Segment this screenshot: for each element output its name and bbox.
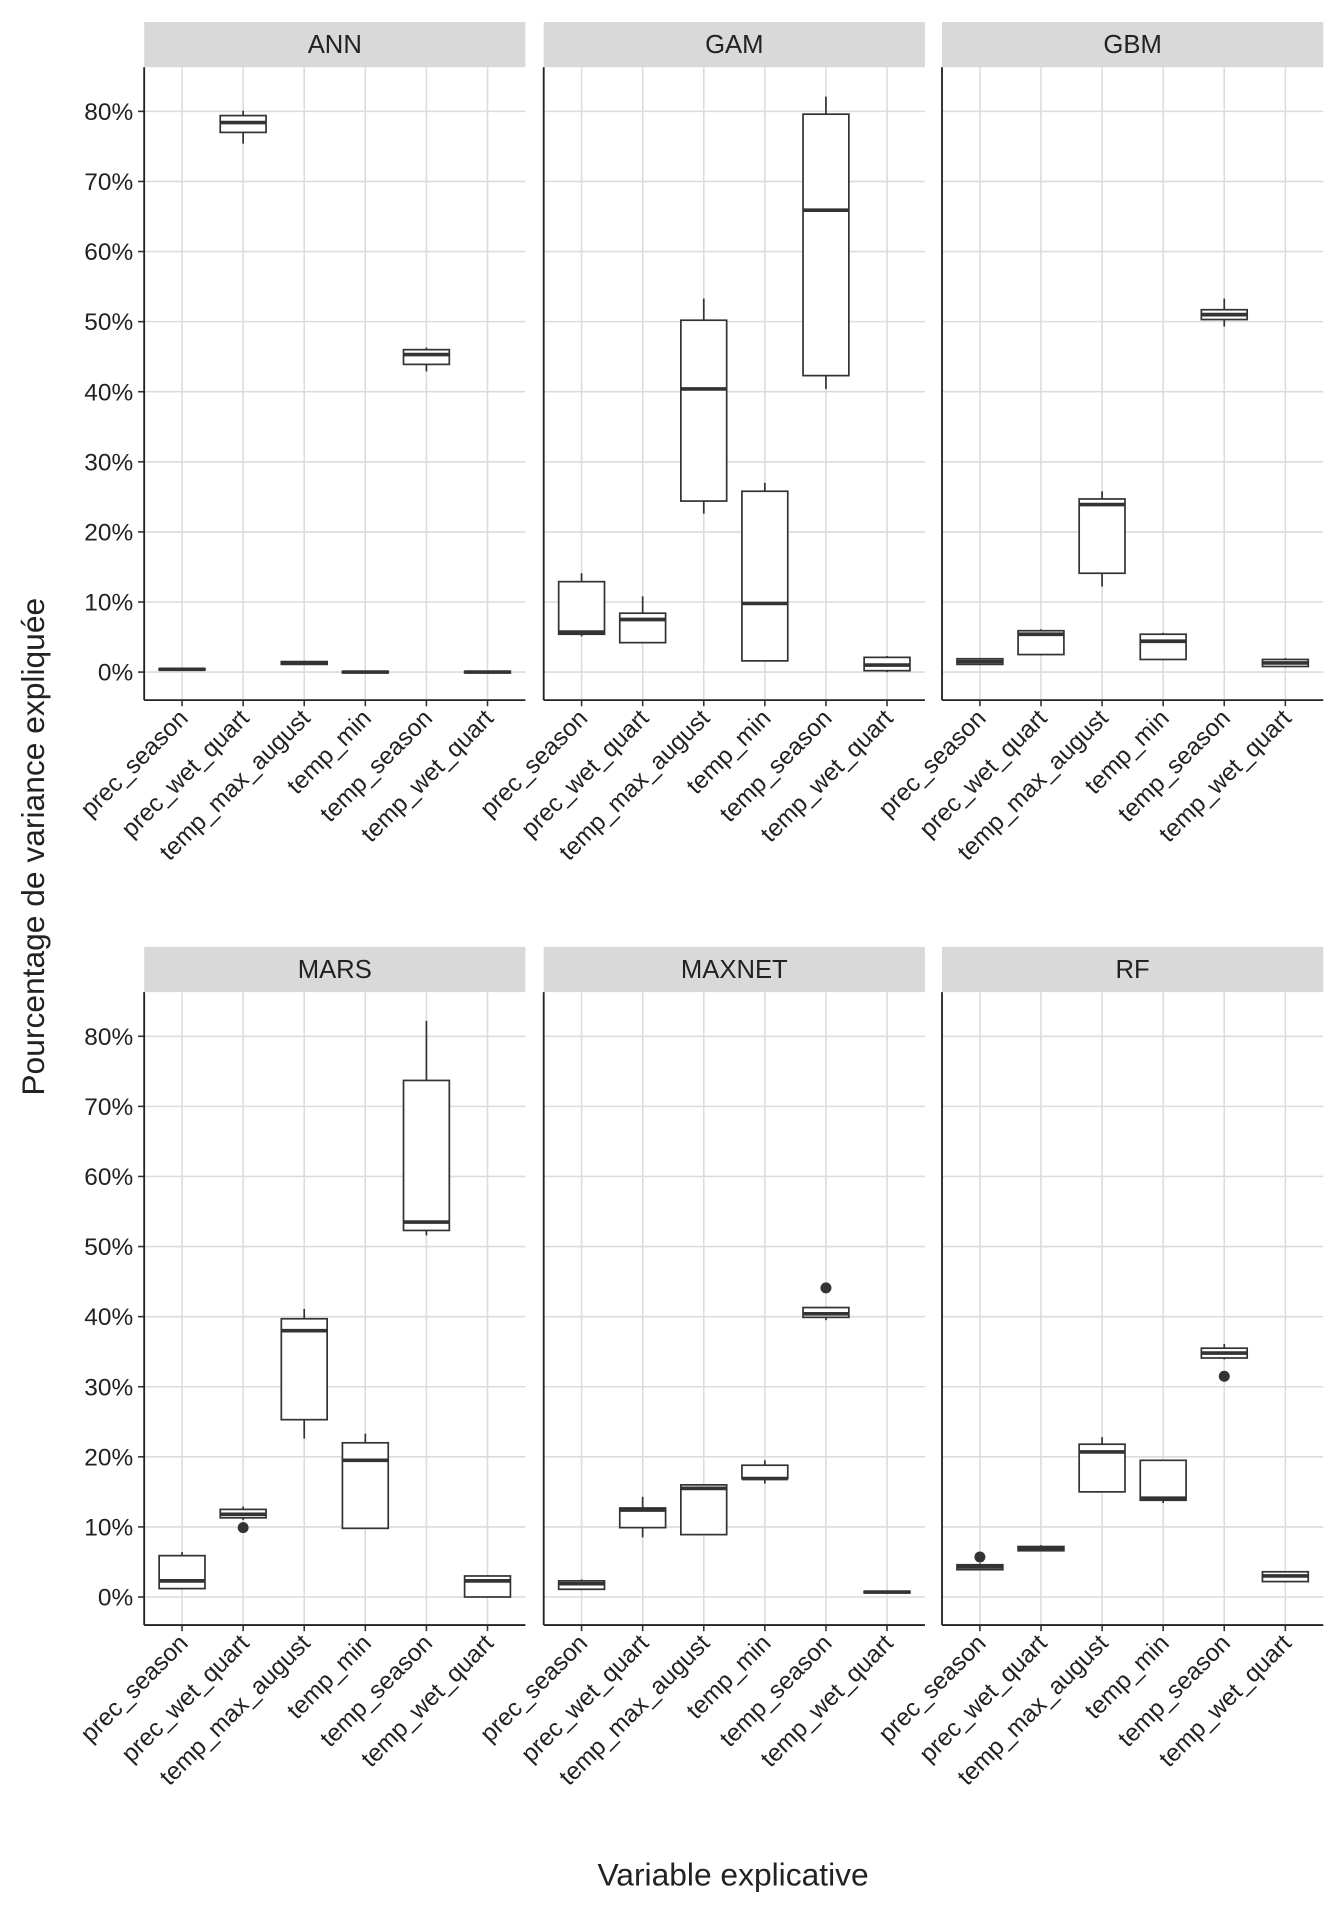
strip: [144, 22, 526, 68]
box: [1139, 1459, 1187, 1502]
y-tick-label: 0%: [98, 660, 133, 687]
box: [680, 1484, 728, 1536]
y-tick-label: 10%: [84, 1514, 133, 1541]
x-axis-label: Variable explicative: [597, 1856, 868, 1892]
strip-label: MAXNET: [681, 956, 788, 984]
outlier: [237, 1522, 249, 1534]
y-tick-label: 70%: [84, 169, 133, 196]
strip-label: MARS: [298, 956, 372, 984]
outlier: [820, 1282, 832, 1294]
strip: [543, 946, 925, 993]
y-tick-label: 70%: [84, 1094, 133, 1121]
outlier: [974, 1551, 986, 1563]
outlier: [1218, 1370, 1230, 1382]
y-tick-label: 40%: [84, 1304, 133, 1331]
box: [1139, 633, 1187, 661]
box: [158, 1554, 206, 1590]
y-tick-label: 40%: [84, 379, 133, 406]
y-tick-label: 60%: [84, 1164, 133, 1191]
y-tick-label: 50%: [84, 1234, 133, 1261]
y-tick-label: 30%: [84, 449, 133, 476]
box: [680, 319, 728, 502]
y-tick-label: 0%: [98, 1585, 133, 1612]
y-tick-label: 20%: [84, 519, 133, 546]
y-tick-label: 30%: [84, 1374, 133, 1401]
box: [402, 1079, 451, 1232]
box: [618, 612, 667, 644]
box: [557, 580, 606, 636]
box: [1017, 629, 1065, 656]
y-tick-label: 60%: [84, 239, 133, 266]
box: [802, 113, 850, 377]
y-tick-label: 80%: [84, 1024, 133, 1051]
box: [618, 1507, 667, 1529]
strip: [543, 22, 925, 68]
y-tick-label: 80%: [84, 99, 133, 126]
strip: [942, 946, 1324, 993]
strip: [144, 946, 526, 993]
box: [341, 1441, 390, 1530]
box: [402, 348, 451, 366]
strip-label: GAM: [705, 31, 763, 59]
box: [1078, 498, 1126, 575]
strip-label: RF: [1116, 956, 1150, 984]
box: [741, 1464, 789, 1480]
y-tick-label: 50%: [84, 309, 133, 336]
strip-label: GBM: [1103, 31, 1161, 59]
y-axis-label: Pourcentage de variance expliquée: [15, 598, 51, 1096]
box: [741, 490, 789, 662]
strip-label: ANN: [308, 31, 362, 59]
y-tick-label: 20%: [84, 1444, 133, 1471]
strip: [942, 22, 1324, 68]
y-tick-label: 10%: [84, 590, 133, 617]
box: [280, 1317, 328, 1421]
